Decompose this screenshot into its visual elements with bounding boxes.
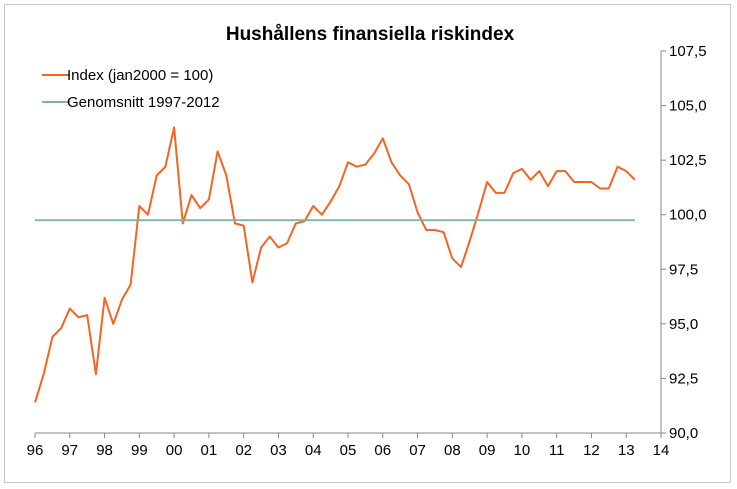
x-tick-label: 14 — [653, 442, 670, 459]
x-tick-label: 98 — [96, 442, 113, 459]
x-tick-label: 05 — [340, 442, 357, 459]
x-tick-label: 02 — [235, 442, 252, 459]
x-tick-label: 09 — [479, 442, 496, 459]
x-tick-label: 01 — [201, 442, 218, 459]
x-tick-label: 00 — [166, 442, 183, 459]
x-tick-label: 07 — [409, 442, 426, 459]
x-tick-label: 10 — [514, 442, 531, 459]
x-tick-label: 99 — [131, 442, 148, 459]
legend: Index (jan2000 = 100) Genomsnitt 1997-20… — [42, 67, 220, 111]
index-series-line — [34, 126, 636, 403]
x-tick-label: 08 — [444, 442, 461, 459]
x-tick-label: 12 — [583, 442, 600, 459]
y-tick-label: 97,5 — [669, 261, 698, 278]
x-tick-label: 03 — [270, 442, 287, 459]
chart-frame — [4, 4, 731, 483]
x-tick-label: 06 — [374, 442, 391, 459]
y-tick-label: 105,0 — [669, 98, 707, 115]
y-tick-label: 90,0 — [669, 425, 698, 442]
x-tick-label: 11 — [549, 442, 565, 459]
chart-title: Hushållens finansiella riskindex — [226, 24, 515, 45]
x-tick-label: 97 — [61, 442, 78, 459]
y-tick-label: 92,5 — [669, 370, 698, 387]
axes: 96 97 98 99 00 01 02 03 04 05 06 07 08 09 10 11 12 13 1490… — [27, 43, 707, 459]
y-tick-label: 95,0 — [669, 316, 698, 333]
legend-label-average: Genomsnitt 1997-2012 — [67, 94, 220, 111]
x-tick-label: 96 — [27, 442, 44, 459]
series-layer — [34, 126, 636, 403]
y-tick-label: 102,5 — [669, 152, 707, 169]
y-tick-label: 100,0 — [669, 207, 707, 224]
legend-label-index: Index (jan2000 = 100) — [67, 67, 213, 84]
x-tick-label: 13 — [618, 442, 635, 459]
y-tick-label: 107,5 — [669, 43, 707, 60]
x-tick-label: 04 — [305, 442, 322, 459]
